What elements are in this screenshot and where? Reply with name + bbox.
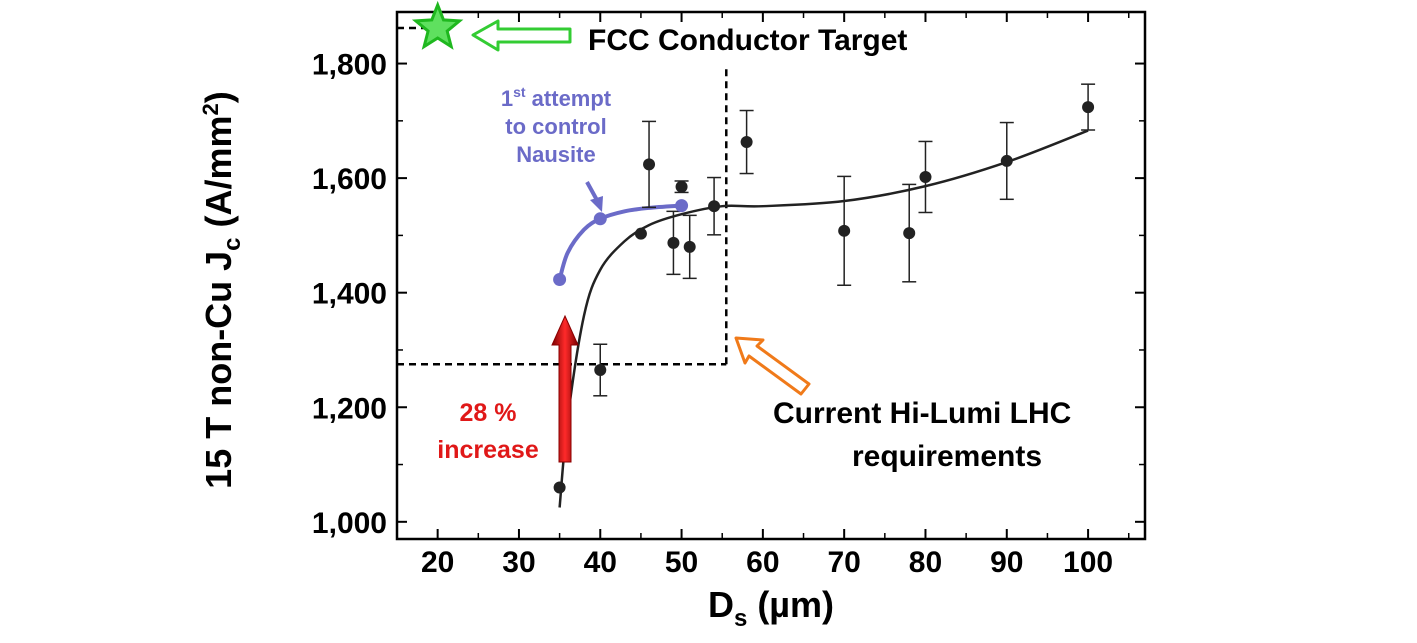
data-point [708, 200, 721, 213]
data-point [683, 240, 696, 253]
data-point [1082, 101, 1095, 114]
x-axis-ticks: 20 30 40 50 60 70 80 90 100 [421, 12, 1130, 579]
target-arrow-icon [471, 19, 572, 52]
data-point [903, 227, 916, 240]
x-tick-label: 70 [827, 546, 860, 579]
data-point [740, 136, 753, 149]
target-label: FCC Conductor Target [588, 24, 907, 57]
y-tick-label: 1,200 [312, 392, 387, 425]
data-point [675, 180, 688, 193]
increase-label-line2: increase [437, 436, 539, 464]
data-point [594, 364, 607, 377]
increase-arrow-icon [551, 314, 579, 463]
main-fit-curve [558, 129, 1089, 508]
data-point [1000, 154, 1013, 167]
x-tick-label: 50 [665, 546, 698, 579]
x-tick-label: 60 [746, 546, 779, 579]
x-tick-label: 90 [990, 546, 1023, 579]
lhc-arrow-icon [734, 336, 811, 396]
lhc-label-line2: requirements [852, 440, 1042, 473]
attempt-label-line3: Nausite [516, 142, 595, 167]
y-tick-label: 1,600 [312, 163, 387, 196]
x-tick-label: 40 [584, 546, 617, 579]
y-axis-ticks: 1,000 1,200 1,400 1,600 1,800 [312, 49, 1145, 540]
y-tick-label: 1,400 [312, 278, 387, 311]
x-tick-label: 20 [421, 546, 454, 579]
data-point [634, 227, 647, 240]
data-point [643, 158, 656, 171]
data-point [553, 481, 566, 494]
attempt-label-line1: 1st attempt [501, 84, 612, 111]
target-star-icon [411, 0, 464, 50]
x-axis-title: Ds (µm) [708, 584, 834, 632]
data-point [919, 170, 932, 183]
data-points [553, 83, 1096, 494]
data-point [667, 236, 680, 249]
x-tick-label: 80 [909, 546, 942, 579]
attempt-arrow-icon [590, 196, 603, 212]
annotation-shapes [411, 0, 811, 463]
x-tick-label: 100 [1063, 546, 1113, 579]
plot-frame [395, 10, 1147, 541]
attempt-data-point [553, 273, 567, 287]
y-tick-label: 1,800 [312, 49, 387, 82]
attempt-fit-curve [557, 203, 682, 281]
attempt-data-point [593, 212, 607, 226]
x-tick-label: 30 [502, 546, 535, 579]
y-axis-title: 15 T non-Cu Jc (A/mm2) [198, 91, 246, 489]
attempt-label-line2: to control [505, 114, 606, 139]
lhc-label-line1: Current Hi-Lumi LHC [773, 397, 1071, 430]
data-point [838, 224, 851, 237]
increase-label-line1: 28 % [460, 399, 517, 427]
y-tick-label: 1,000 [312, 507, 387, 540]
attempt-data-point [675, 199, 689, 213]
